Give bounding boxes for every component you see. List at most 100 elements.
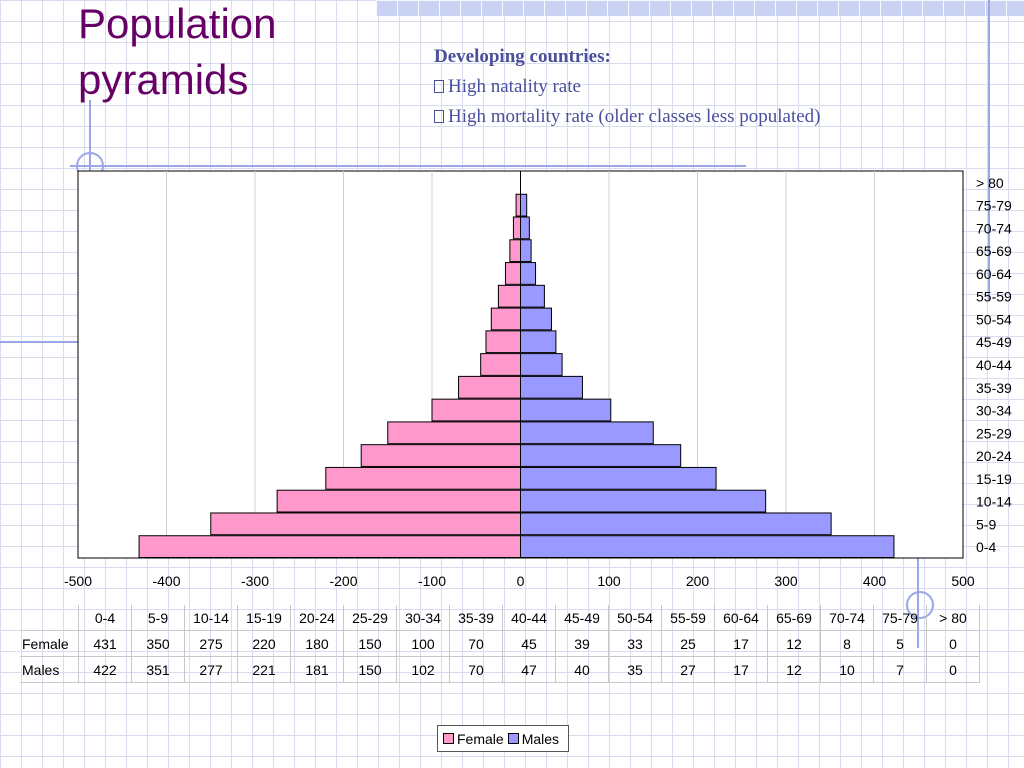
table-cell: 150 (343, 656, 397, 683)
table-header-cell: 35-39 (449, 605, 503, 631)
table-cell: 0 (926, 630, 980, 657)
males-bar (520, 512, 832, 536)
table-cell: 10 (820, 656, 874, 683)
males-bar (520, 262, 537, 285)
males-bar (520, 353, 563, 376)
category-label: 75-79 (976, 198, 1012, 214)
table-header-cell: 55-59 (661, 605, 715, 631)
legend-item-males: Males (507, 731, 559, 747)
bullet-box-icon (434, 80, 444, 93)
category-label: 45-49 (976, 334, 1012, 350)
males-bar (520, 284, 545, 308)
table-cell: 0 (926, 656, 980, 683)
bullet-mortality: High mortality rate (older classes less … (434, 106, 821, 128)
x-tick-label: 100 (597, 573, 621, 589)
table-cell: 8 (820, 630, 874, 657)
category-label: 15-19 (976, 471, 1012, 487)
males-bar (520, 239, 532, 263)
female-bar (458, 375, 521, 399)
table-cell: 12 (767, 656, 821, 683)
table-cell: 422 (78, 656, 132, 683)
category-label: 30-34 (976, 403, 1012, 419)
table-row: Males 422 351 277 221 181 150 102 70 47 40 35 27 17 12… (20, 656, 980, 683)
legend-swatch-female (443, 733, 454, 744)
data-table: 0-4 5-9 10-14 15-19 20-24 25-29 30-34 35-39 40-4… (20, 605, 980, 683)
table-cell: 220 (237, 630, 291, 657)
legend-item-female: Female (443, 731, 504, 747)
female-bar (210, 512, 521, 536)
males-bar (520, 375, 583, 399)
x-tick-label: -100 (418, 573, 446, 589)
table-cell: 350 (131, 630, 185, 657)
table-header-cell: 20-24 (290, 605, 344, 631)
female-bar (515, 193, 522, 217)
x-tick-label: -500 (64, 573, 92, 589)
table-header-cell: 70-74 (820, 605, 874, 631)
males-bar (520, 466, 717, 490)
female-bar (480, 353, 521, 376)
table-cell: 221 (237, 656, 291, 683)
category-label: 10-14 (976, 494, 1012, 510)
x-tick-label: -200 (329, 573, 357, 589)
category-label: 40-44 (976, 357, 1012, 373)
x-tick-label: 200 (686, 573, 710, 589)
table-cell: 275 (184, 630, 238, 657)
table-cell: 180 (290, 630, 344, 657)
legend-swatch-males (507, 733, 519, 744)
female-bar (325, 466, 521, 490)
title-line-2: pyramids (78, 56, 249, 103)
x-tick-label: 300 (774, 573, 798, 589)
table-header-cell: 60-64 (714, 605, 768, 631)
female-bar (512, 216, 521, 240)
table-header-cell: 0-4 (78, 605, 132, 631)
female-bar (276, 489, 521, 513)
decor-line-v-far-right (988, 0, 990, 300)
notes-block: Developing countries: High natality rate… (434, 46, 821, 136)
category-label: 55-59 (976, 289, 1012, 305)
table-header-cell: 75-79 (873, 605, 927, 631)
x-tick-label: -300 (241, 573, 269, 589)
bullet-text: High mortality rate (older classes less … (448, 106, 821, 127)
female-bar (497, 284, 521, 308)
category-label: 20-24 (976, 448, 1012, 464)
table-header-cell: 65-69 (767, 605, 821, 631)
table-cell: 39 (555, 630, 609, 657)
table-cell: 17 (714, 656, 768, 683)
table-cell: 351 (131, 656, 185, 683)
males-bar (520, 193, 528, 217)
males-bar (520, 216, 530, 240)
category-label: 0-4 (976, 539, 996, 555)
category-label: 25-29 (976, 425, 1012, 441)
category-label: 60-64 (976, 266, 1012, 282)
table-cell: 27 (661, 656, 715, 683)
category-label: 5-9 (976, 516, 996, 532)
table-cell: 181 (290, 656, 344, 683)
table-header-cell: 25-29 (343, 605, 397, 631)
males-bar (520, 535, 895, 558)
table-header-cell: 40-44 (502, 605, 556, 631)
decor-line-h-top (70, 165, 746, 167)
table-row: Female 431 350 275 220 180 150 100 70 45 39 33 25 17 1… (20, 630, 980, 657)
males-bar (520, 421, 654, 445)
category-label: 50-54 (976, 311, 1012, 327)
category-label: > 80 (976, 175, 1004, 191)
table-header-cell: 45-49 (555, 605, 609, 631)
table-cell: 40 (555, 656, 609, 683)
bullet-text: High natality rate (448, 76, 581, 97)
table-cell: 45 (502, 630, 556, 657)
female-bar (387, 421, 521, 445)
table-cell: 12 (767, 630, 821, 657)
table-header-row: 0-4 5-9 10-14 15-19 20-24 25-29 30-34 35-39 40-4… (20, 605, 980, 631)
table-cell: 100 (396, 630, 450, 657)
title-line-1: Population (78, 0, 277, 47)
table-cell: 102 (396, 656, 450, 683)
decor-line-h-mid (0, 341, 140, 343)
x-tick-label: 400 (863, 573, 887, 589)
males-bar (520, 307, 552, 331)
category-label: 65-69 (976, 243, 1012, 259)
males-bar (520, 330, 557, 354)
female-bar (138, 535, 521, 558)
table-cell: 431 (78, 630, 132, 657)
female-bar (504, 262, 521, 285)
